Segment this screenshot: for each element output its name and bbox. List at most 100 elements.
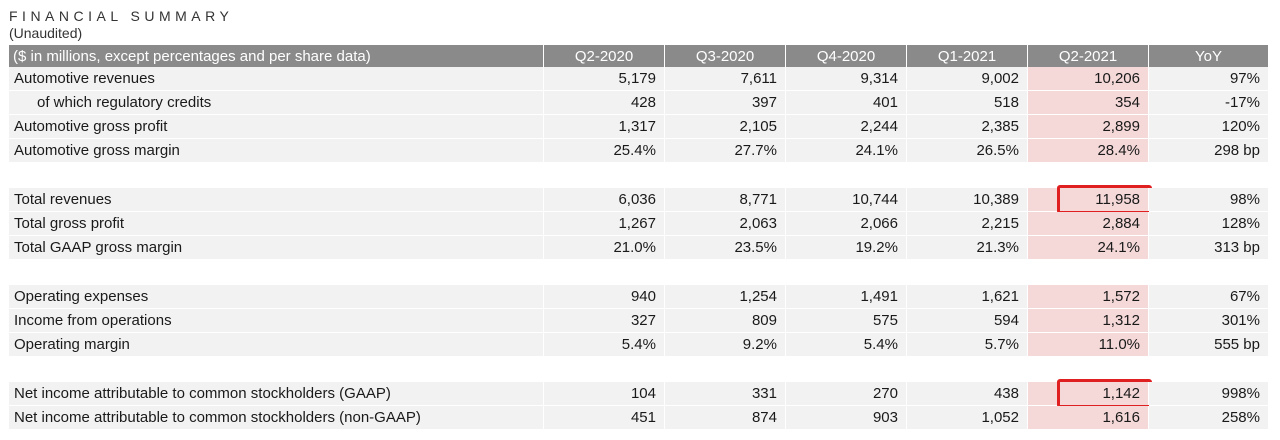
table-cell-yoy: 555 bp xyxy=(1149,333,1268,357)
table-cell: 1,052 xyxy=(907,406,1028,430)
table-cell: 5.7% xyxy=(907,333,1028,357)
table-cell: 25.4% xyxy=(544,139,665,163)
table-cell: 6,036 xyxy=(544,188,665,212)
row-label: Automotive gross margin xyxy=(9,139,544,163)
table-cell-highlighted: 2,884 xyxy=(1028,212,1149,236)
table-cell: 21.3% xyxy=(907,236,1028,260)
table-cell-yoy: 301% xyxy=(1149,309,1268,333)
table-cell: 327 xyxy=(544,309,665,333)
table-cell: 23.5% xyxy=(665,236,786,260)
table-cell: 518 xyxy=(907,91,1028,115)
group-spacer xyxy=(9,163,1268,188)
table-cell: 2,063 xyxy=(665,212,786,236)
table-cell: 9,002 xyxy=(907,67,1028,91)
table-cell: 5.4% xyxy=(786,333,907,357)
table-cell: 2,066 xyxy=(786,212,907,236)
table-cell-highlighted: 10,206 xyxy=(1028,67,1149,91)
table-cell: 10,744 xyxy=(786,188,907,212)
table-cell-highlighted: 1,616 xyxy=(1028,406,1149,430)
table-cell: 2,385 xyxy=(907,115,1028,139)
table-cell-highlighted: 1,572 xyxy=(1028,285,1149,309)
row-label: Total GAAP gross margin xyxy=(9,236,544,260)
row-label: Operating expenses xyxy=(9,285,544,309)
column-header-q2-2021: Q2-2021 xyxy=(1028,45,1149,67)
table-cell-highlighted: 1,312 xyxy=(1028,309,1149,333)
table-cell-yoy: 313 bp xyxy=(1149,236,1268,260)
row-label: Net income attributable to common stockh… xyxy=(9,406,544,430)
row-label: Automotive gross profit xyxy=(9,115,544,139)
table-cell: 438 xyxy=(907,382,1028,406)
table-cell: 874 xyxy=(665,406,786,430)
table-cell-yoy: 98% xyxy=(1149,188,1268,212)
column-header-q1-2021: Q1-2021 xyxy=(907,45,1028,67)
table-cell: 21.0% xyxy=(544,236,665,260)
table-cell: 27.7% xyxy=(665,139,786,163)
table-row: Total gross profit 1,267 2,063 2,066 2,2… xyxy=(9,212,1268,236)
column-header-yoy: YoY xyxy=(1149,45,1268,67)
table-cell: 1,317 xyxy=(544,115,665,139)
row-label: Total gross profit xyxy=(9,212,544,236)
table-cell: 270 xyxy=(786,382,907,406)
table-row: Automotive gross profit 1,317 2,105 2,24… xyxy=(9,115,1268,139)
table-cell-highlighted: 354 xyxy=(1028,91,1149,115)
table-cell: 104 xyxy=(544,382,665,406)
table-cell: 451 xyxy=(544,406,665,430)
table-cell: 1,254 xyxy=(665,285,786,309)
table-cell-boxed: 11,958 xyxy=(1028,185,1152,214)
financial-summary-table: ($ in millions, except percentages and p… xyxy=(9,45,1268,430)
table-cell: 19.2% xyxy=(786,236,907,260)
table-cell-yoy: -17% xyxy=(1149,91,1268,115)
table-cell: 10,389 xyxy=(907,188,1028,212)
page-subtitle: (Unaudited) xyxy=(9,25,83,41)
table-cell: 2,215 xyxy=(907,212,1028,236)
table-row: Net income attributable to common stockh… xyxy=(9,406,1268,430)
table-cell: 903 xyxy=(786,406,907,430)
table-cell: 428 xyxy=(544,91,665,115)
table-cell-highlighted: 2,899 xyxy=(1028,115,1149,139)
group-spacer xyxy=(9,357,1268,382)
table-cell: 1,267 xyxy=(544,212,665,236)
group-spacer xyxy=(9,260,1268,285)
table-row: Operating margin 5.4% 9.2% 5.4% 5.7% 11.… xyxy=(9,333,1268,357)
column-header-q4-2020: Q4-2020 xyxy=(786,45,907,67)
table-cell-yoy: 97% xyxy=(1149,67,1268,91)
table-cell: 809 xyxy=(665,309,786,333)
row-label: Operating margin xyxy=(9,333,544,357)
table-cell-yoy: 998% xyxy=(1149,382,1268,406)
table-cell-yoy: 120% xyxy=(1149,115,1268,139)
row-label: Total revenues xyxy=(9,188,544,212)
table-row: Income from operations 327 809 575 594 1… xyxy=(9,309,1268,333)
table-cell: 401 xyxy=(786,91,907,115)
table-row: of which regulatory credits 428 397 401 … xyxy=(9,91,1268,115)
column-header-q2-2020: Q2-2020 xyxy=(544,45,665,67)
table-row: Total GAAP gross margin 21.0% 23.5% 19.2… xyxy=(9,236,1268,260)
table-cell: 8,771 xyxy=(665,188,786,212)
row-label: Net income attributable to common stockh… xyxy=(9,382,544,406)
table-row: Operating expenses 940 1,254 1,491 1,621… xyxy=(9,285,1268,309)
table-cell-yoy: 298 bp xyxy=(1149,139,1268,163)
table-cell: 2,105 xyxy=(665,115,786,139)
table-row: Net income attributable to common stockh… xyxy=(9,379,1268,408)
table-cell: 575 xyxy=(786,309,907,333)
table-cell-highlighted: 28.4% xyxy=(1028,139,1149,163)
table-cell-boxed: 1,142 xyxy=(1028,379,1152,408)
table-cell: 594 xyxy=(907,309,1028,333)
table-cell: 9,314 xyxy=(786,67,907,91)
table-row: Total revenues 6,036 8,771 10,744 10,389… xyxy=(9,185,1268,214)
row-label: Income from operations xyxy=(9,309,544,333)
table-cell-yoy: 128% xyxy=(1149,212,1268,236)
table-cell: 26.5% xyxy=(907,139,1028,163)
table-cell: 5.4% xyxy=(544,333,665,357)
table-header-row: ($ in millions, except percentages and p… xyxy=(9,45,1268,67)
table-cell: 940 xyxy=(544,285,665,309)
table-cell: 1,621 xyxy=(907,285,1028,309)
row-label: Automotive revenues xyxy=(9,67,544,91)
table-cell-highlighted: 24.1% xyxy=(1028,236,1149,260)
column-header-q3-2020: Q3-2020 xyxy=(665,45,786,67)
table-cell: 7,611 xyxy=(665,67,786,91)
table-cell: 2,244 xyxy=(786,115,907,139)
table-row: Automotive revenues 5,179 7,611 9,314 9,… xyxy=(9,67,1268,91)
table-cell-highlighted: 11.0% xyxy=(1028,333,1149,357)
table-cell: 397 xyxy=(665,91,786,115)
table-cell-yoy: 258% xyxy=(1149,406,1268,430)
